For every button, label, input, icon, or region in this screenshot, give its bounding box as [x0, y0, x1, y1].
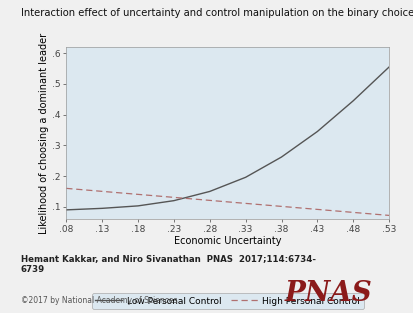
- Text: Interaction effect of uncertainty and control manipulation on the binary choice : Interaction effect of uncertainty and co…: [21, 8, 413, 18]
- Text: Hemant Kakkar, and Niro Sivanathan  PNAS  2017;114:6734-
6739: Hemant Kakkar, and Niro Sivanathan PNAS …: [21, 255, 315, 275]
- Y-axis label: Likelihood of choosing a dominant leader: Likelihood of choosing a dominant leader: [39, 33, 49, 233]
- Text: PNAS: PNAS: [284, 280, 372, 307]
- X-axis label: Economic Uncertainty: Economic Uncertainty: [173, 236, 281, 246]
- Text: ©2017 by National Academy of Sciences: ©2017 by National Academy of Sciences: [21, 296, 177, 305]
- Legend: Low Personal Control, High Personal Control: Low Personal Control, High Personal Cont…: [92, 293, 363, 309]
